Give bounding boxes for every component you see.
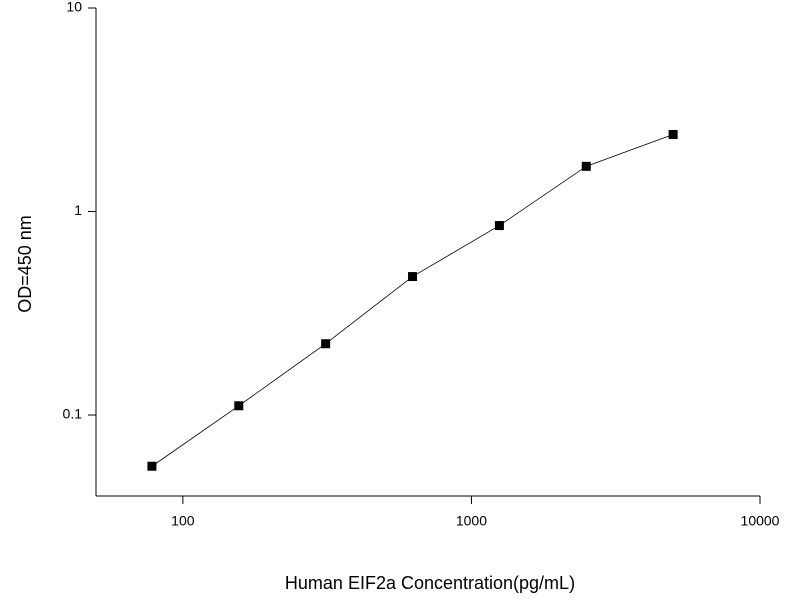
x-tick-label: 100 [171,513,195,529]
data-point [321,339,331,349]
data-point [147,461,157,471]
y-tick-label: 1 [74,202,82,218]
y-tick-label: 0.1 [63,406,83,422]
data-point [234,401,244,411]
series-line [151,134,674,467]
data-point [581,161,591,171]
data-point [494,221,504,231]
data-point [408,272,418,282]
x-tick-label: 1000 [456,513,487,529]
x-tick-label: 10000 [741,513,780,529]
data-point [668,130,678,140]
y-axis-title: OD=450 nm [15,215,35,313]
y-tick-label: 10 [66,0,82,15]
x-axis-title: Human EIF2a Concentration(pg/mL) [285,573,575,593]
